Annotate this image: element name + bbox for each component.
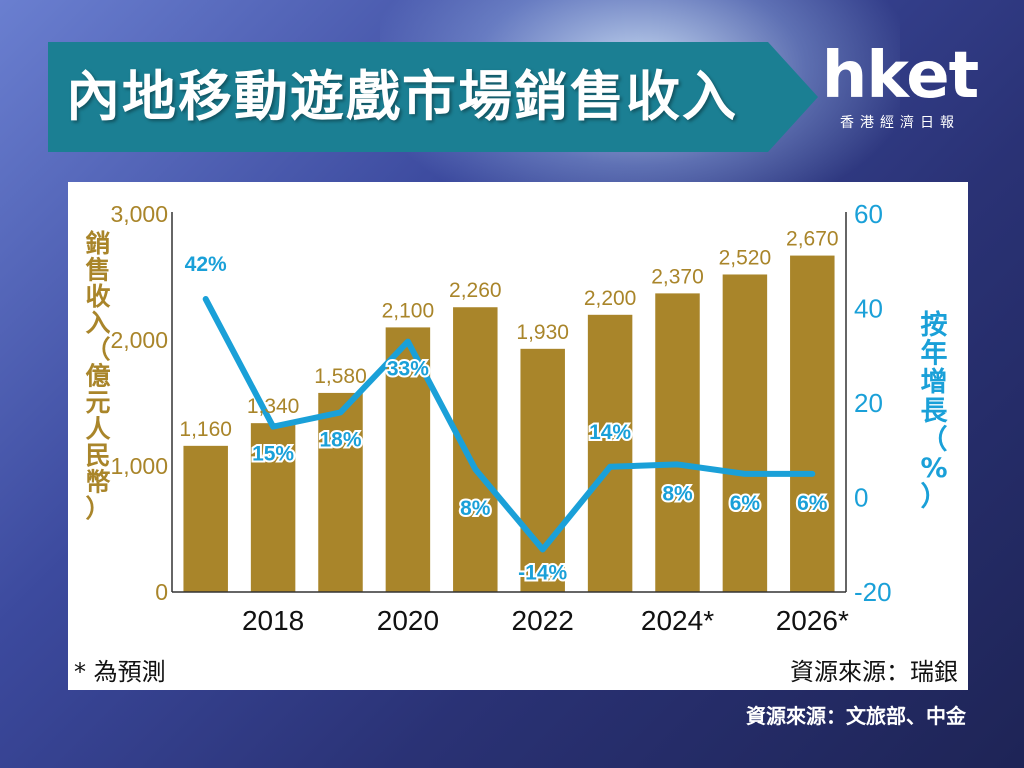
growth-value-label: 8% xyxy=(662,482,693,505)
bar xyxy=(520,348,565,592)
growth-value-label: -14% xyxy=(518,561,567,584)
right-tick-label: 40 xyxy=(854,294,883,324)
left-tick-label: 3,000 xyxy=(110,201,168,227)
bar-value-label: 1,340 xyxy=(247,395,300,418)
right-axis-title: 按年增長（%） xyxy=(920,309,948,513)
growth-value-label: 33% xyxy=(387,358,429,381)
brand-logo-name: hket xyxy=(821,39,979,113)
x-tick-label: 2024* xyxy=(641,605,714,636)
bar xyxy=(250,423,296,592)
bar-value-label: 1,160 xyxy=(179,418,232,441)
forecast-note: * 為預測 xyxy=(74,658,166,686)
bar-value-label: 1,930 xyxy=(516,321,569,344)
bar xyxy=(318,392,363,592)
revenue-chart: 0 1,000 2,000 3,000 -20 0 20 40 60 2018 2020 2022 20… xyxy=(85,199,948,636)
brand-logo: hket 香港經濟日報 xyxy=(810,38,990,138)
growth-value-label: 15% xyxy=(252,443,294,466)
growth-value-label: 8% xyxy=(460,497,491,520)
x-tick-label: 2026* xyxy=(776,605,849,636)
left-tick-label: 1,000 xyxy=(110,453,168,479)
bar-value-label: 2,260 xyxy=(449,279,502,302)
bar-value-label: 2,200 xyxy=(584,287,637,310)
right-tick-label: 20 xyxy=(854,388,883,418)
bar xyxy=(453,307,498,592)
brand-logo-subtitle: 香港經濟日報 xyxy=(840,115,960,131)
growth-value-label: 6% xyxy=(730,492,761,515)
page-source: 資源來源：文旅部、中金 xyxy=(746,704,966,728)
growth-value-label: 18% xyxy=(319,428,361,451)
title-banner xyxy=(48,42,818,152)
right-tick-label: -20 xyxy=(854,577,892,607)
growth-value-label: 6% xyxy=(797,492,828,515)
bar xyxy=(587,314,633,592)
bar-value-label: 2,370 xyxy=(651,265,704,288)
growth-value-label: 14% xyxy=(589,421,631,444)
page-title: 內地移動遊戲市場銷售收入 xyxy=(66,65,738,128)
left-axis-title: 銷售收入（億元人民幣） xyxy=(85,229,110,523)
growth-line xyxy=(202,296,816,553)
growth-value-label: 42% xyxy=(185,253,227,276)
bar-value-label: 1,580 xyxy=(314,365,367,388)
x-tick-label: 2020 xyxy=(377,605,439,636)
right-tick-label: 60 xyxy=(854,199,883,229)
right-tick-label: 0 xyxy=(854,483,868,513)
left-tick-label: 0 xyxy=(155,579,168,605)
chart-panel: 0 1,000 2,000 3,000 -20 0 20 40 60 2018 2020 2022 20… xyxy=(68,182,968,690)
x-tick-label: 2022 xyxy=(512,605,574,636)
bar-value-label: 2,520 xyxy=(719,246,772,269)
bar xyxy=(183,445,228,592)
bar-value-label: 2,100 xyxy=(382,299,435,322)
left-tick-label: 2,000 xyxy=(110,327,168,353)
chart-source: 資源來源：瑞銀 xyxy=(790,658,958,686)
x-tick-label: 2018 xyxy=(242,605,304,636)
bar xyxy=(790,255,835,592)
bar-value-label: 2,670 xyxy=(786,228,839,251)
bar xyxy=(655,293,700,592)
bar xyxy=(722,274,768,592)
